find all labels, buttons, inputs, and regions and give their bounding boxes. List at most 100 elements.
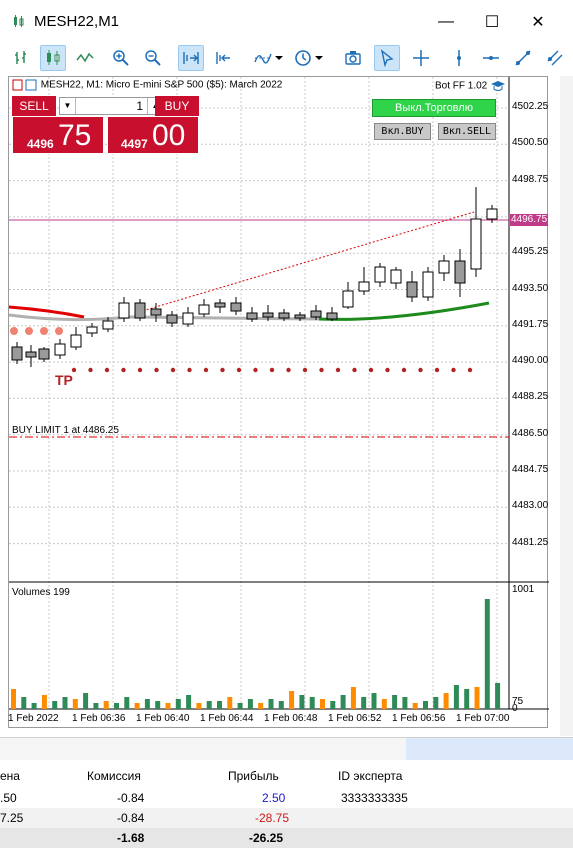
horizontal-line-icon[interactable] [478, 45, 504, 71]
tp-dot [71, 367, 77, 373]
zoom-out-icon[interactable] [140, 45, 166, 71]
volume-bar [464, 689, 470, 709]
tp-dot [203, 367, 209, 373]
clock-icon[interactable] [290, 45, 316, 71]
volume-bar [206, 701, 212, 709]
candle-body [294, 314, 306, 319]
close-button[interactable]: ✕ [531, 14, 545, 31]
tp-dot [368, 367, 374, 373]
tp-dot [319, 367, 324, 373]
trade-toggle-button[interactable]: Выкл.Торговлю [372, 99, 496, 117]
tp-dot [253, 367, 258, 373]
col-price-header: ена [0, 769, 20, 783]
candle-body [38, 348, 50, 360]
chevron-down-icon[interactable] [312, 45, 326, 71]
buy-toggle-button[interactable]: Вкл.BUY [374, 123, 431, 140]
chart-symbol-header: MESH22, M1: Micro E-mini S&P 500 ($5): M… [12, 79, 282, 91]
volume-bar [258, 703, 264, 709]
minimize-button[interactable]: — [438, 13, 454, 30]
autoscroll-icon[interactable] [210, 45, 236, 71]
candle-body [166, 314, 178, 324]
volume-bar [227, 697, 233, 709]
signal-dot [40, 327, 48, 335]
buy-price-box[interactable]: 4497 00 [107, 116, 199, 154]
table-header-row [0, 738, 573, 760]
volume-bar [392, 695, 398, 709]
candle-body [86, 326, 98, 334]
candle-body [438, 260, 450, 274]
volume-bar [83, 693, 89, 709]
price-tick-label: 4490.00 [512, 355, 549, 367]
chart-window-icon [14, 15, 24, 27]
price-tick-label: 4481.25 [512, 536, 549, 548]
volume-bar [412, 703, 418, 709]
channel-icon[interactable] [542, 45, 568, 71]
tp-dot [121, 367, 126, 373]
volume-bar [247, 699, 253, 709]
row-expert-id: 3333333335 [341, 791, 408, 805]
candle-body [342, 290, 354, 308]
chart-shift-icon[interactable] [178, 45, 204, 71]
lot-size-value[interactable]: 1 [136, 99, 143, 113]
tp-dot [434, 367, 440, 373]
crosshair-icon[interactable] [408, 45, 434, 71]
volume-bar [114, 703, 119, 709]
candlestick-icon[interactable] [40, 45, 66, 71]
sell-toggle-button[interactable]: Вкл.SELL [438, 123, 496, 140]
zoom-in-icon[interactable] [108, 45, 134, 71]
volume-bar [144, 699, 150, 709]
window-title: MESH22,M1 [34, 13, 120, 30]
col-expert-id-header: ID эксперта [338, 769, 403, 783]
sell-button[interactable]: SELL [12, 96, 56, 116]
price-tick-label: 4484.75 [512, 464, 549, 475]
candle-body [102, 320, 114, 330]
buy-button[interactable]: BUY [155, 96, 199, 116]
candle-body [470, 218, 482, 270]
volume-bar [268, 699, 274, 709]
price-tick-label: 4486.50 [512, 427, 549, 439]
candle-body [454, 260, 466, 284]
volume-bar [21, 697, 27, 709]
candle-body [422, 271, 434, 298]
table-row[interactable]: .50 -0.84 2.50 3333333335 [0, 788, 573, 808]
volume-bar [93, 703, 99, 709]
price-tick-label: 4491.75 [512, 318, 549, 330]
bar-chart-icon[interactable] [8, 45, 34, 71]
volume-bar [52, 701, 58, 709]
cursor-icon[interactable] [374, 45, 400, 71]
tp-dot [236, 367, 242, 373]
trendline-icon[interactable] [510, 45, 536, 71]
row-price: .50 [0, 791, 17, 805]
lot-size-field[interactable]: ▼ 1 ▲ [59, 97, 164, 115]
tp-dot [352, 367, 357, 373]
tp-dot [104, 367, 110, 373]
price-chart [9, 77, 549, 710]
line-chart-icon[interactable] [72, 45, 98, 71]
tp-dot [220, 367, 225, 373]
vertical-line-icon[interactable] [446, 45, 472, 71]
chart-area[interactable] [8, 76, 549, 728]
volume-bar [155, 701, 161, 709]
volume-bar [134, 703, 140, 709]
signal-dot [10, 327, 18, 335]
total-commission: -1.68 [117, 831, 145, 845]
sell-price-box[interactable]: 4496 75 [12, 116, 104, 154]
trade-table: ена Комиссия Прибыль ID эксперта .50 -0.… [0, 737, 573, 859]
lot-decrease-button[interactable]: ▼ [60, 98, 76, 114]
one-click-trade-panel: SELL ▼ 1 ▲ BUY 4496 75 4497 00 [12, 96, 199, 154]
tp-dot [401, 367, 407, 373]
price-tick-label: 4502.25 [512, 101, 549, 112]
table-row[interactable]: 7.25 -0.84 -28.75 [0, 808, 573, 828]
screenshot-icon[interactable] [340, 45, 366, 71]
title-bar: MESH22,M1 — ☐ ✕ [0, 0, 573, 44]
tp-dot [467, 367, 473, 373]
tp-dot [269, 367, 275, 373]
totals-row: -1.68 -26.25 [0, 828, 573, 848]
indicators-icon[interactable] [250, 45, 276, 71]
chevron-down-icon[interactable] [272, 45, 286, 71]
maximize-button[interactable]: ☐ [484, 14, 500, 31]
row-price: 7.25 [0, 811, 24, 825]
volume-bar [217, 701, 222, 709]
volume-bar [124, 697, 130, 709]
candle-body [54, 343, 66, 356]
